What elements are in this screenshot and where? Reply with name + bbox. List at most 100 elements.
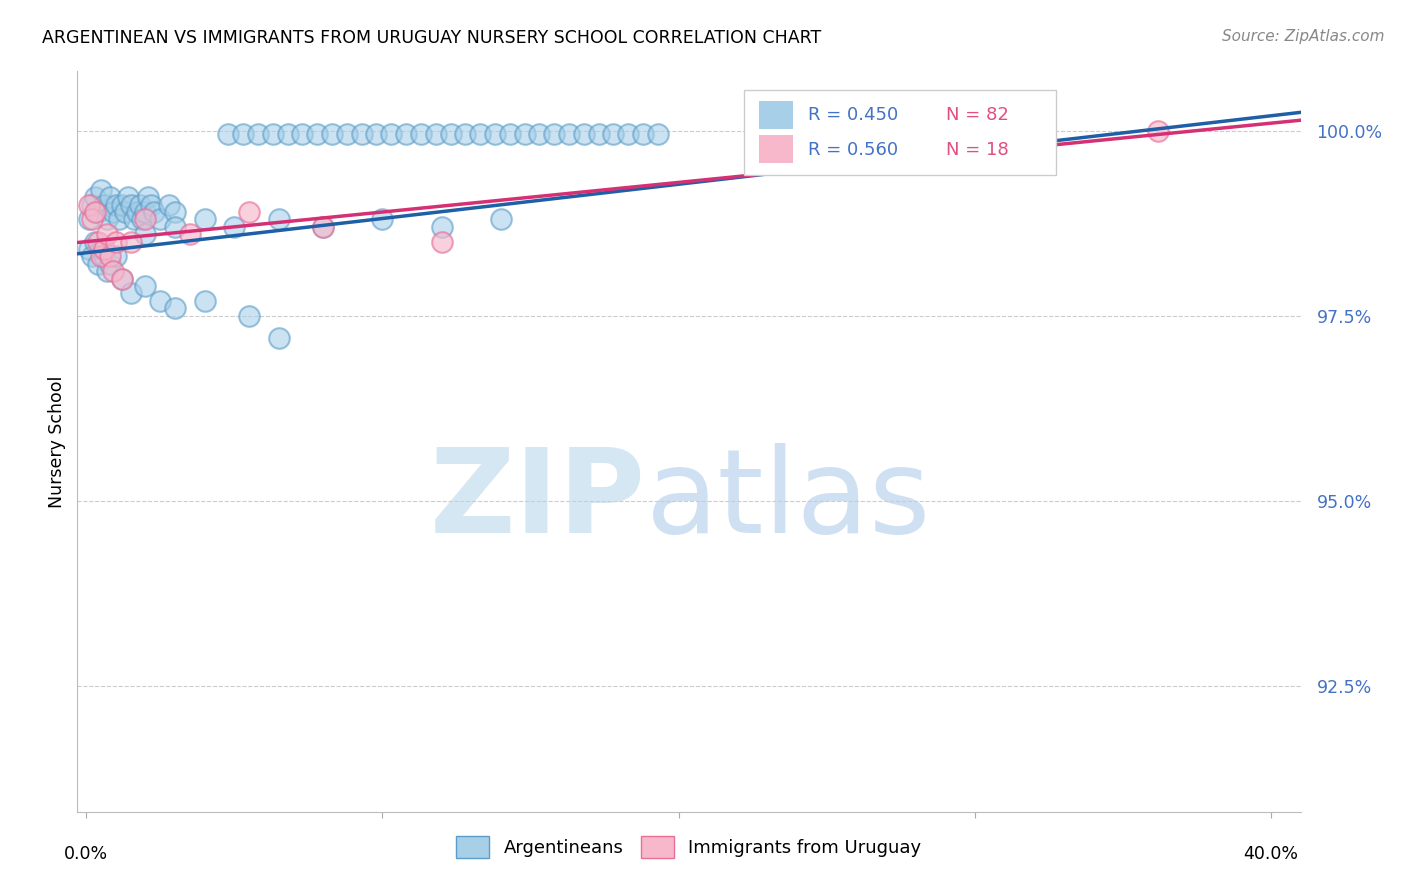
Point <box>217 128 239 142</box>
Point <box>93 242 115 256</box>
Point <box>425 128 447 142</box>
Point <box>84 205 107 219</box>
Point <box>77 242 100 256</box>
Point <box>138 190 160 204</box>
Point <box>617 128 640 142</box>
Point <box>104 250 127 264</box>
Point <box>350 128 373 142</box>
Point <box>98 190 121 204</box>
Point <box>87 205 110 219</box>
Point <box>104 197 127 211</box>
Point <box>572 128 595 142</box>
Text: N = 18: N = 18 <box>946 141 1008 159</box>
Point <box>93 197 115 211</box>
Point <box>87 257 110 271</box>
Point <box>134 227 156 242</box>
Point <box>165 219 187 234</box>
Point <box>98 257 121 271</box>
Point <box>134 212 156 227</box>
Point <box>165 301 187 316</box>
Point <box>232 128 254 142</box>
Point <box>111 197 134 211</box>
Point <box>454 128 477 142</box>
Point <box>246 128 269 142</box>
Point <box>149 212 172 227</box>
Point <box>84 235 107 249</box>
Point <box>90 250 112 264</box>
Point <box>529 128 551 142</box>
Point <box>96 212 118 227</box>
Point <box>238 205 260 219</box>
Point <box>128 197 150 211</box>
Point <box>122 212 145 227</box>
Point <box>117 190 139 204</box>
Point <box>484 128 506 142</box>
Point <box>82 197 104 211</box>
Text: ARGENTINEAN VS IMMIGRANTS FROM URUGUAY NURSERY SCHOOL CORRELATION CHART: ARGENTINEAN VS IMMIGRANTS FROM URUGUAY N… <box>42 29 821 47</box>
Point <box>107 212 129 227</box>
Text: 40.0%: 40.0% <box>1243 845 1298 863</box>
Point <box>312 219 335 234</box>
Point <box>120 235 142 249</box>
Point <box>84 190 107 204</box>
Point <box>602 128 624 142</box>
Point <box>82 250 104 264</box>
Point <box>312 219 335 234</box>
Point <box>499 128 522 142</box>
Text: Source: ZipAtlas.com: Source: ZipAtlas.com <box>1222 29 1385 44</box>
Point <box>98 250 121 264</box>
Point <box>267 212 290 227</box>
Text: N = 82: N = 82 <box>946 106 1008 124</box>
Point <box>157 197 180 211</box>
Point <box>143 205 166 219</box>
Point <box>111 271 134 285</box>
Bar <box>759 101 793 129</box>
Point <box>96 264 118 278</box>
Point <box>262 128 284 142</box>
Point <box>380 128 402 142</box>
Text: R = 0.450: R = 0.450 <box>807 106 898 124</box>
Point <box>194 293 217 308</box>
Text: ZIP: ZIP <box>430 443 647 558</box>
Point <box>141 197 163 211</box>
Point <box>371 212 394 227</box>
FancyBboxPatch shape <box>744 90 1056 175</box>
Point <box>366 128 388 142</box>
Point <box>631 128 654 142</box>
Text: R = 0.560: R = 0.560 <box>807 141 897 159</box>
Point <box>131 212 153 227</box>
Point <box>588 128 610 142</box>
Point <box>149 293 172 308</box>
Point <box>267 331 290 345</box>
Text: 0.0%: 0.0% <box>65 845 108 863</box>
Point <box>291 128 314 142</box>
Point <box>430 235 453 249</box>
Point <box>77 212 100 227</box>
Legend: Argentineans, Immigrants from Uruguay: Argentineans, Immigrants from Uruguay <box>457 836 921 858</box>
Point <box>277 128 299 142</box>
Point <box>134 205 156 219</box>
Point <box>489 212 512 227</box>
Point <box>430 219 453 234</box>
Y-axis label: Nursery School: Nursery School <box>48 376 66 508</box>
Point <box>101 205 124 219</box>
Point <box>558 128 581 142</box>
Point <box>647 128 669 142</box>
Point <box>101 264 124 278</box>
Point <box>120 197 142 211</box>
Point <box>513 128 536 142</box>
Point <box>307 128 329 142</box>
Point <box>77 197 100 211</box>
Point <box>90 242 112 256</box>
Point <box>194 212 217 227</box>
Point <box>179 227 201 242</box>
Point <box>120 286 142 301</box>
Bar <box>759 135 793 163</box>
Point <box>104 235 127 249</box>
Point <box>543 128 565 142</box>
Point <box>125 205 148 219</box>
Point <box>114 205 136 219</box>
Point <box>82 212 104 227</box>
Point <box>238 309 260 323</box>
Text: atlas: atlas <box>647 443 932 558</box>
